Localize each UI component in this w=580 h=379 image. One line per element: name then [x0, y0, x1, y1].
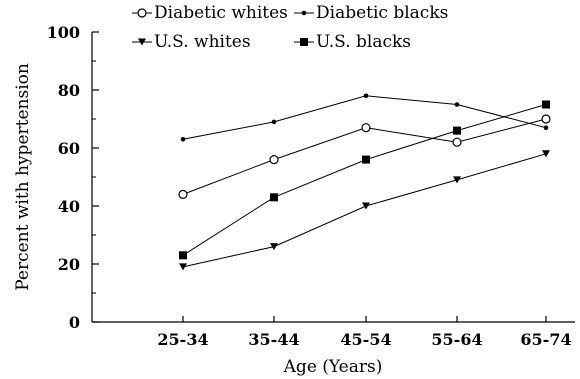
- data-point: [270, 193, 278, 202]
- series-group: [178, 93, 551, 271]
- legend-marker: [300, 38, 308, 46]
- data-point: [269, 155, 279, 165]
- data-point: [454, 102, 460, 107]
- x-tick-label: 45-54: [340, 330, 391, 349]
- y-tick-label: 20: [58, 255, 80, 274]
- legend-label: Diabetic whites: [154, 3, 288, 23]
- data-point: [542, 150, 550, 158]
- y-tick-label: 80: [58, 81, 80, 100]
- legend-item: Diabetic whites: [132, 3, 288, 23]
- data-point: [452, 137, 462, 147]
- x-tick-label: 55-64: [431, 330, 482, 349]
- legend-label: U.S. whites: [154, 32, 251, 52]
- x-axis-title: Age (Years): [283, 357, 383, 377]
- x-tick-label: 65-74: [520, 330, 571, 349]
- data-point: [362, 202, 370, 210]
- legend-marker: [138, 38, 146, 46]
- legend-item: Diabetic blacks: [294, 3, 448, 23]
- legend-marker: [301, 10, 307, 16]
- data-point: [179, 263, 187, 271]
- data-point: [453, 126, 461, 135]
- data-point: [180, 137, 186, 142]
- legend-marker: [137, 8, 147, 18]
- legend-item: U.S. blacks: [294, 32, 411, 52]
- series-line: [182, 153, 547, 268]
- legend-label: Diabetic blacks: [316, 3, 448, 23]
- legend-item: U.S. whites: [132, 32, 251, 52]
- data-point: [361, 123, 371, 133]
- x-tick-label: 35-44: [248, 330, 299, 349]
- y-axis-title: Percent with hypertension: [13, 63, 33, 291]
- series-u-s-whites: [179, 150, 550, 271]
- data-point: [363, 93, 369, 99]
- y-axis: 0 20 40 60 80 100: [47, 23, 99, 332]
- y-tick-label: 100: [47, 23, 80, 42]
- legend-label: U.S. blacks: [316, 32, 411, 52]
- x-axis: 25-34 35-44 45-54 55-64 65-74: [92, 316, 575, 349]
- data-point: [178, 189, 188, 199]
- y-tick-label: 0: [69, 313, 80, 332]
- y-tick-label: 60: [58, 139, 80, 158]
- data-point: [542, 100, 550, 109]
- data-point: [543, 125, 549, 130]
- series-diabetic-whites: [178, 114, 551, 199]
- y-tick-label: 40: [58, 197, 80, 216]
- series-u-s-blacks: [179, 100, 550, 260]
- data-point: [362, 155, 370, 164]
- x-tick-label: 25-34: [157, 330, 208, 349]
- data-point: [179, 251, 187, 260]
- series-diabetic-blacks: [180, 93, 549, 142]
- data-point: [270, 243, 278, 251]
- data-point: [453, 176, 461, 184]
- data-point: [271, 119, 277, 125]
- legend: Diabetic whites Diabetic blacks U.S. white…: [132, 3, 448, 52]
- data-point: [541, 114, 551, 124]
